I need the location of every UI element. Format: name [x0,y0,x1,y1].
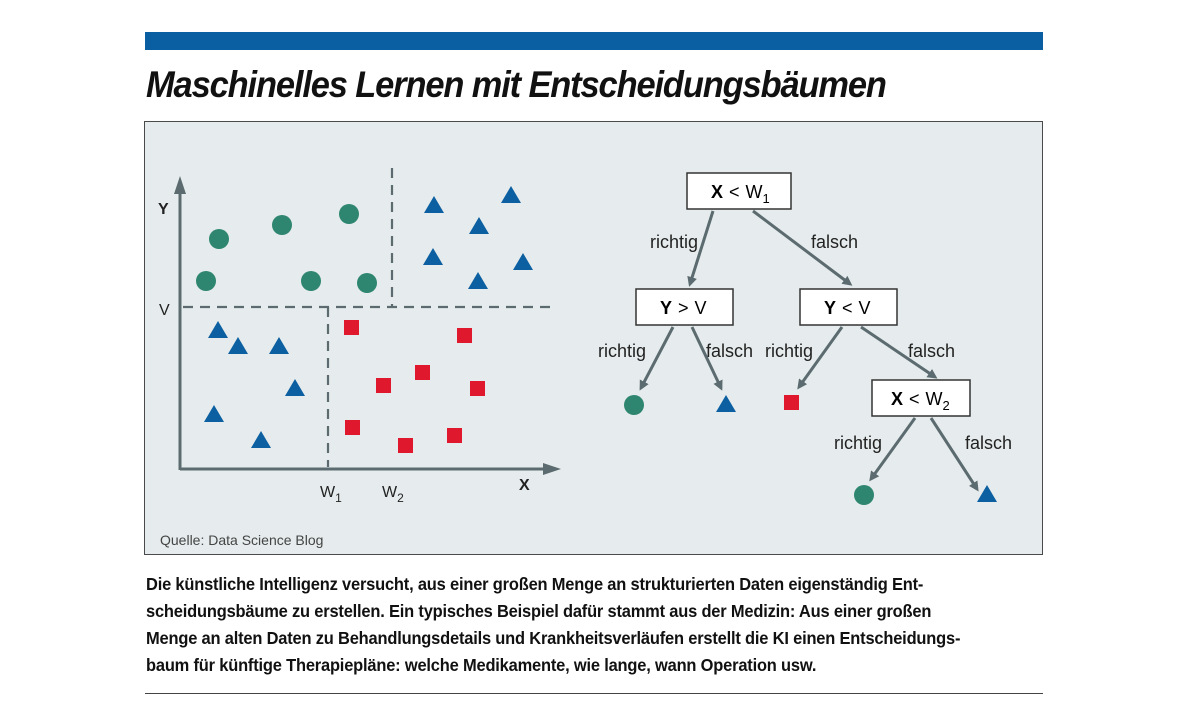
data-point-square [470,381,485,396]
data-point-square [398,438,413,453]
y-axis-arrowhead [174,176,186,194]
scatter-plot: Y V X W1 W2 [158,168,561,505]
data-point-triangle [208,321,228,338]
caption-line: baum für künftige Therapiepläne: welche … [146,655,817,675]
data-point-circle [357,273,377,293]
data-point-triangle [423,248,443,265]
data-point-triangle [269,337,289,354]
x-axis-label: X [519,477,530,494]
diagram-figure: Y V X W1 W2 [144,121,1043,555]
data-point-square [447,428,462,443]
data-point-circle [209,229,229,249]
edge-label-false: falsch [908,341,955,361]
tree-node-right: Y < V [799,288,898,326]
tree-edge [639,326,675,391]
data-point-triangle [204,405,224,422]
data-point-circle [272,215,292,235]
svg-text:X<W2: X < W2 [891,389,950,413]
data-point-square [415,365,430,380]
tree-node-right-right: X < W2 [871,379,971,417]
edge-label-true: richtig [598,341,646,361]
data-point-triangle [228,337,248,354]
leaf-triangle [716,395,736,412]
tree-edge [687,210,715,287]
tree-node-root: X < W1 [686,172,792,210]
data-point-square [376,378,391,393]
edge-label-true: richtig [650,232,698,252]
caption-line: Menge an alten Daten zu Behandlungsdetai… [146,628,961,648]
svg-text:Y<V: Y < V [824,298,871,318]
data-point-circle [196,271,216,291]
data-point-circle [339,204,359,224]
leaf-triangle [977,485,997,502]
page-title: Maschinelles Lernen mit Entscheidungsbäu… [146,64,887,105]
edge-label-true: richtig [834,433,882,453]
data-point-triangle [424,196,444,213]
data-point-triangle [251,431,271,448]
tree-node-left: Y > V [635,288,734,326]
data-point-square [457,328,472,343]
leaf-circle [624,395,644,415]
bottom-divider [145,693,1043,694]
decision-tree: richtig falsch richtig falsch richtig fa… [598,172,1012,505]
caption-line: Die künstliche Intelligenz versucht, aus… [146,574,924,594]
data-point-triangle [468,272,488,289]
v-label: V [159,302,170,319]
edge-label-true: richtig [765,341,813,361]
tree-edge [929,417,979,492]
tree-edge [797,326,844,390]
tree-edge [690,326,723,391]
caption-text: Die künstliche Intelligenz versucht, aus… [146,571,992,679]
data-point-triangle [469,217,489,234]
x-axis-arrowhead [543,463,561,475]
tree-edge [752,209,853,286]
edge-label-false: falsch [965,433,1012,453]
diagram-svg: Y V X W1 W2 [158,168,1012,505]
svg-text:X<W1: X < W1 [711,182,770,206]
edge-label-false: falsch [811,232,858,252]
data-point-triangle [501,186,521,203]
source-note: Quelle: Data Science Blog [160,532,324,548]
data-point-triangle [285,379,305,396]
tree-edge [860,325,938,379]
data-point-circle [301,271,321,291]
caption-line: scheidungsbäume zu erstellen. Ein typisc… [146,601,932,621]
edge-label-false: falsch [706,341,753,361]
tree-edge [869,417,917,482]
data-point-triangle [513,253,533,270]
top-accent-bar [145,32,1043,50]
svg-text:Y>V: Y > V [660,298,707,318]
data-point-square [345,420,360,435]
data-point-square [344,320,359,335]
w1-label: W1 [320,484,342,505]
y-axis-label: Y [158,201,169,218]
leaf-circle [854,485,874,505]
leaf-square [784,395,799,410]
w2-label: W2 [382,484,404,505]
